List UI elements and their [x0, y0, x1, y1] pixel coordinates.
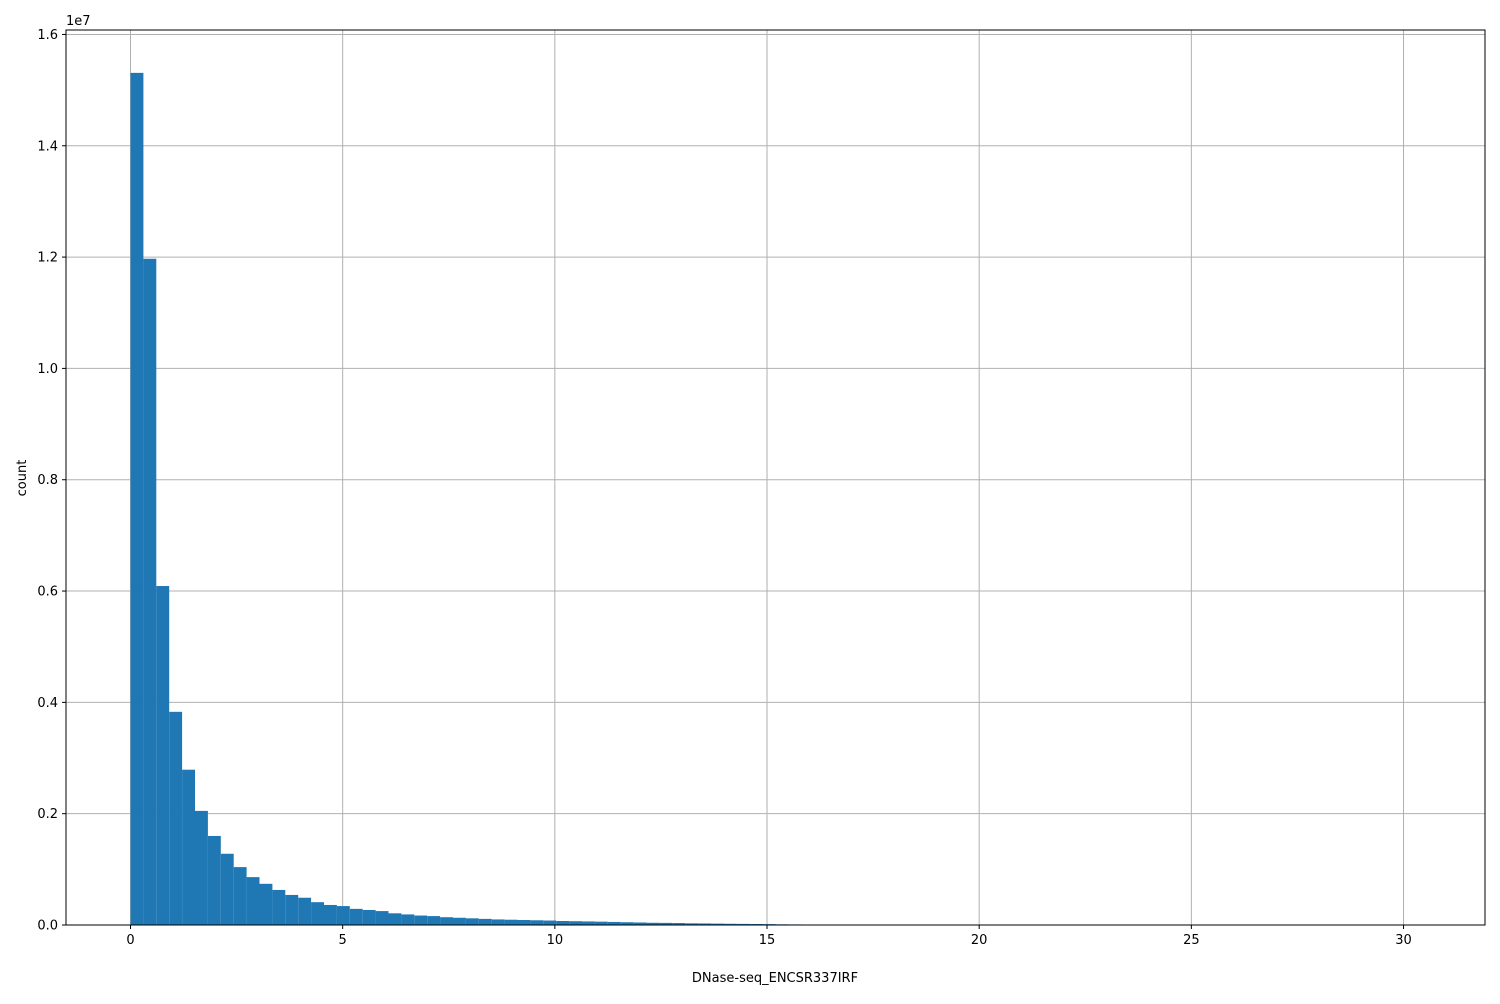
histogram-bar — [337, 906, 350, 925]
axes-frame — [66, 30, 1485, 925]
y-tick-label: 1.4 — [37, 139, 58, 154]
grid-lines — [66, 30, 1485, 925]
histogram-bar — [595, 922, 608, 925]
histogram-bar — [479, 919, 492, 925]
histogram-bar — [569, 921, 582, 925]
y-tick-label: 1.6 — [37, 28, 58, 43]
histogram-bar — [350, 909, 363, 925]
y-tick-label: 1.2 — [37, 251, 58, 266]
y-tick-label: 1.0 — [37, 362, 58, 377]
histogram-bar — [466, 918, 479, 925]
y-tick-label: 0.2 — [37, 807, 58, 822]
histogram-bar — [440, 917, 453, 925]
histogram-bar — [143, 259, 156, 925]
histogram-bar — [195, 811, 208, 925]
histogram-bar — [518, 920, 531, 925]
histogram-bar — [582, 921, 595, 925]
histogram-bar — [285, 895, 298, 925]
histogram-bar — [221, 854, 234, 925]
x-tick-label: 15 — [759, 933, 776, 948]
histogram-bar — [156, 586, 169, 925]
histogram-bar — [247, 877, 260, 925]
histogram-bar — [453, 918, 466, 925]
histogram-bar — [414, 916, 427, 925]
histogram-bar — [169, 712, 182, 925]
histogram-bar — [401, 914, 414, 925]
x-tick-label: 20 — [971, 933, 988, 948]
histogram-bar — [182, 770, 195, 925]
histogram-bar — [324, 905, 337, 925]
y-tick-label: 0.0 — [37, 919, 58, 934]
y-tick-label: 0.4 — [37, 696, 58, 711]
histogram-bar — [363, 910, 376, 925]
histogram-bar — [427, 916, 440, 925]
histogram-bar — [260, 884, 273, 925]
x-tick-label: 30 — [1395, 933, 1412, 948]
histogram-bar — [492, 919, 505, 925]
histogram-bar — [272, 890, 285, 925]
x-tick-label: 25 — [1183, 933, 1200, 948]
y-tick-label: 0.6 — [37, 585, 58, 600]
histogram-bars — [131, 73, 1421, 925]
histogram-bar — [311, 902, 324, 925]
histogram-bar — [530, 920, 543, 925]
histogram-bar — [298, 898, 311, 925]
histogram-bar — [556, 921, 569, 925]
y-axis-label: count — [15, 460, 30, 497]
x-axis-ticks: 0 5 10 15 20 25 30 — [126, 925, 1411, 948]
x-axis-label: DNase-seq_ENCSR337IRF — [692, 971, 858, 986]
histogram-bar — [376, 911, 389, 925]
histogram-bar — [234, 867, 247, 925]
histogram-bar — [389, 913, 402, 925]
histogram-bar — [505, 920, 518, 925]
histogram-bar — [543, 921, 556, 925]
y-axis-ticks: 0.0 0.2 0.4 0.6 0.8 1.0 1.2 1.4 1.6 — [37, 28, 66, 934]
y-offset-label: 1e7 — [66, 14, 91, 29]
x-tick-label: 5 — [339, 933, 347, 948]
x-tick-label: 0 — [126, 933, 134, 948]
x-tick-label: 10 — [547, 933, 564, 948]
histogram-bar — [208, 836, 221, 925]
histogram-bar — [131, 73, 144, 925]
y-tick-label: 0.8 — [37, 473, 58, 488]
